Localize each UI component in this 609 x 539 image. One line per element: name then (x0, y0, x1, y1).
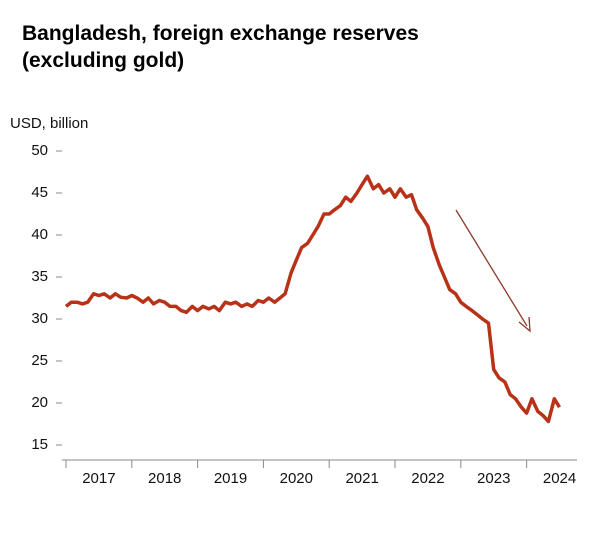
y-tick-label: 50 (31, 142, 48, 159)
trend-arrow (455, 209, 528, 327)
x-tick-label: 2021 (345, 470, 378, 487)
chart-title: Bangladesh, foreign exchange reserves (e… (22, 22, 419, 72)
y-axis-label: USD, billion (10, 115, 88, 132)
y-tick-label: 15 (31, 436, 48, 453)
y-tick-label: 35 (31, 268, 48, 285)
y-tick-label: 45 (31, 184, 48, 201)
data-line (64, 174, 561, 424)
x-tick-label: 2017 (82, 470, 115, 487)
y-tick-label: 30 (31, 310, 48, 327)
y-tick-label: 40 (31, 226, 48, 243)
y-tick-label: 25 (31, 352, 48, 369)
arrow-head (518, 316, 531, 333)
x-tick-label: 2022 (411, 470, 444, 487)
x-tick-label: 2023 (477, 470, 510, 487)
x-tick-label: 2020 (280, 470, 313, 487)
x-tick-label: 2024 (543, 470, 576, 487)
x-tick-label: 2019 (214, 470, 247, 487)
x-tick-label: 2018 (148, 470, 181, 487)
y-tick-label: 20 (31, 394, 48, 411)
